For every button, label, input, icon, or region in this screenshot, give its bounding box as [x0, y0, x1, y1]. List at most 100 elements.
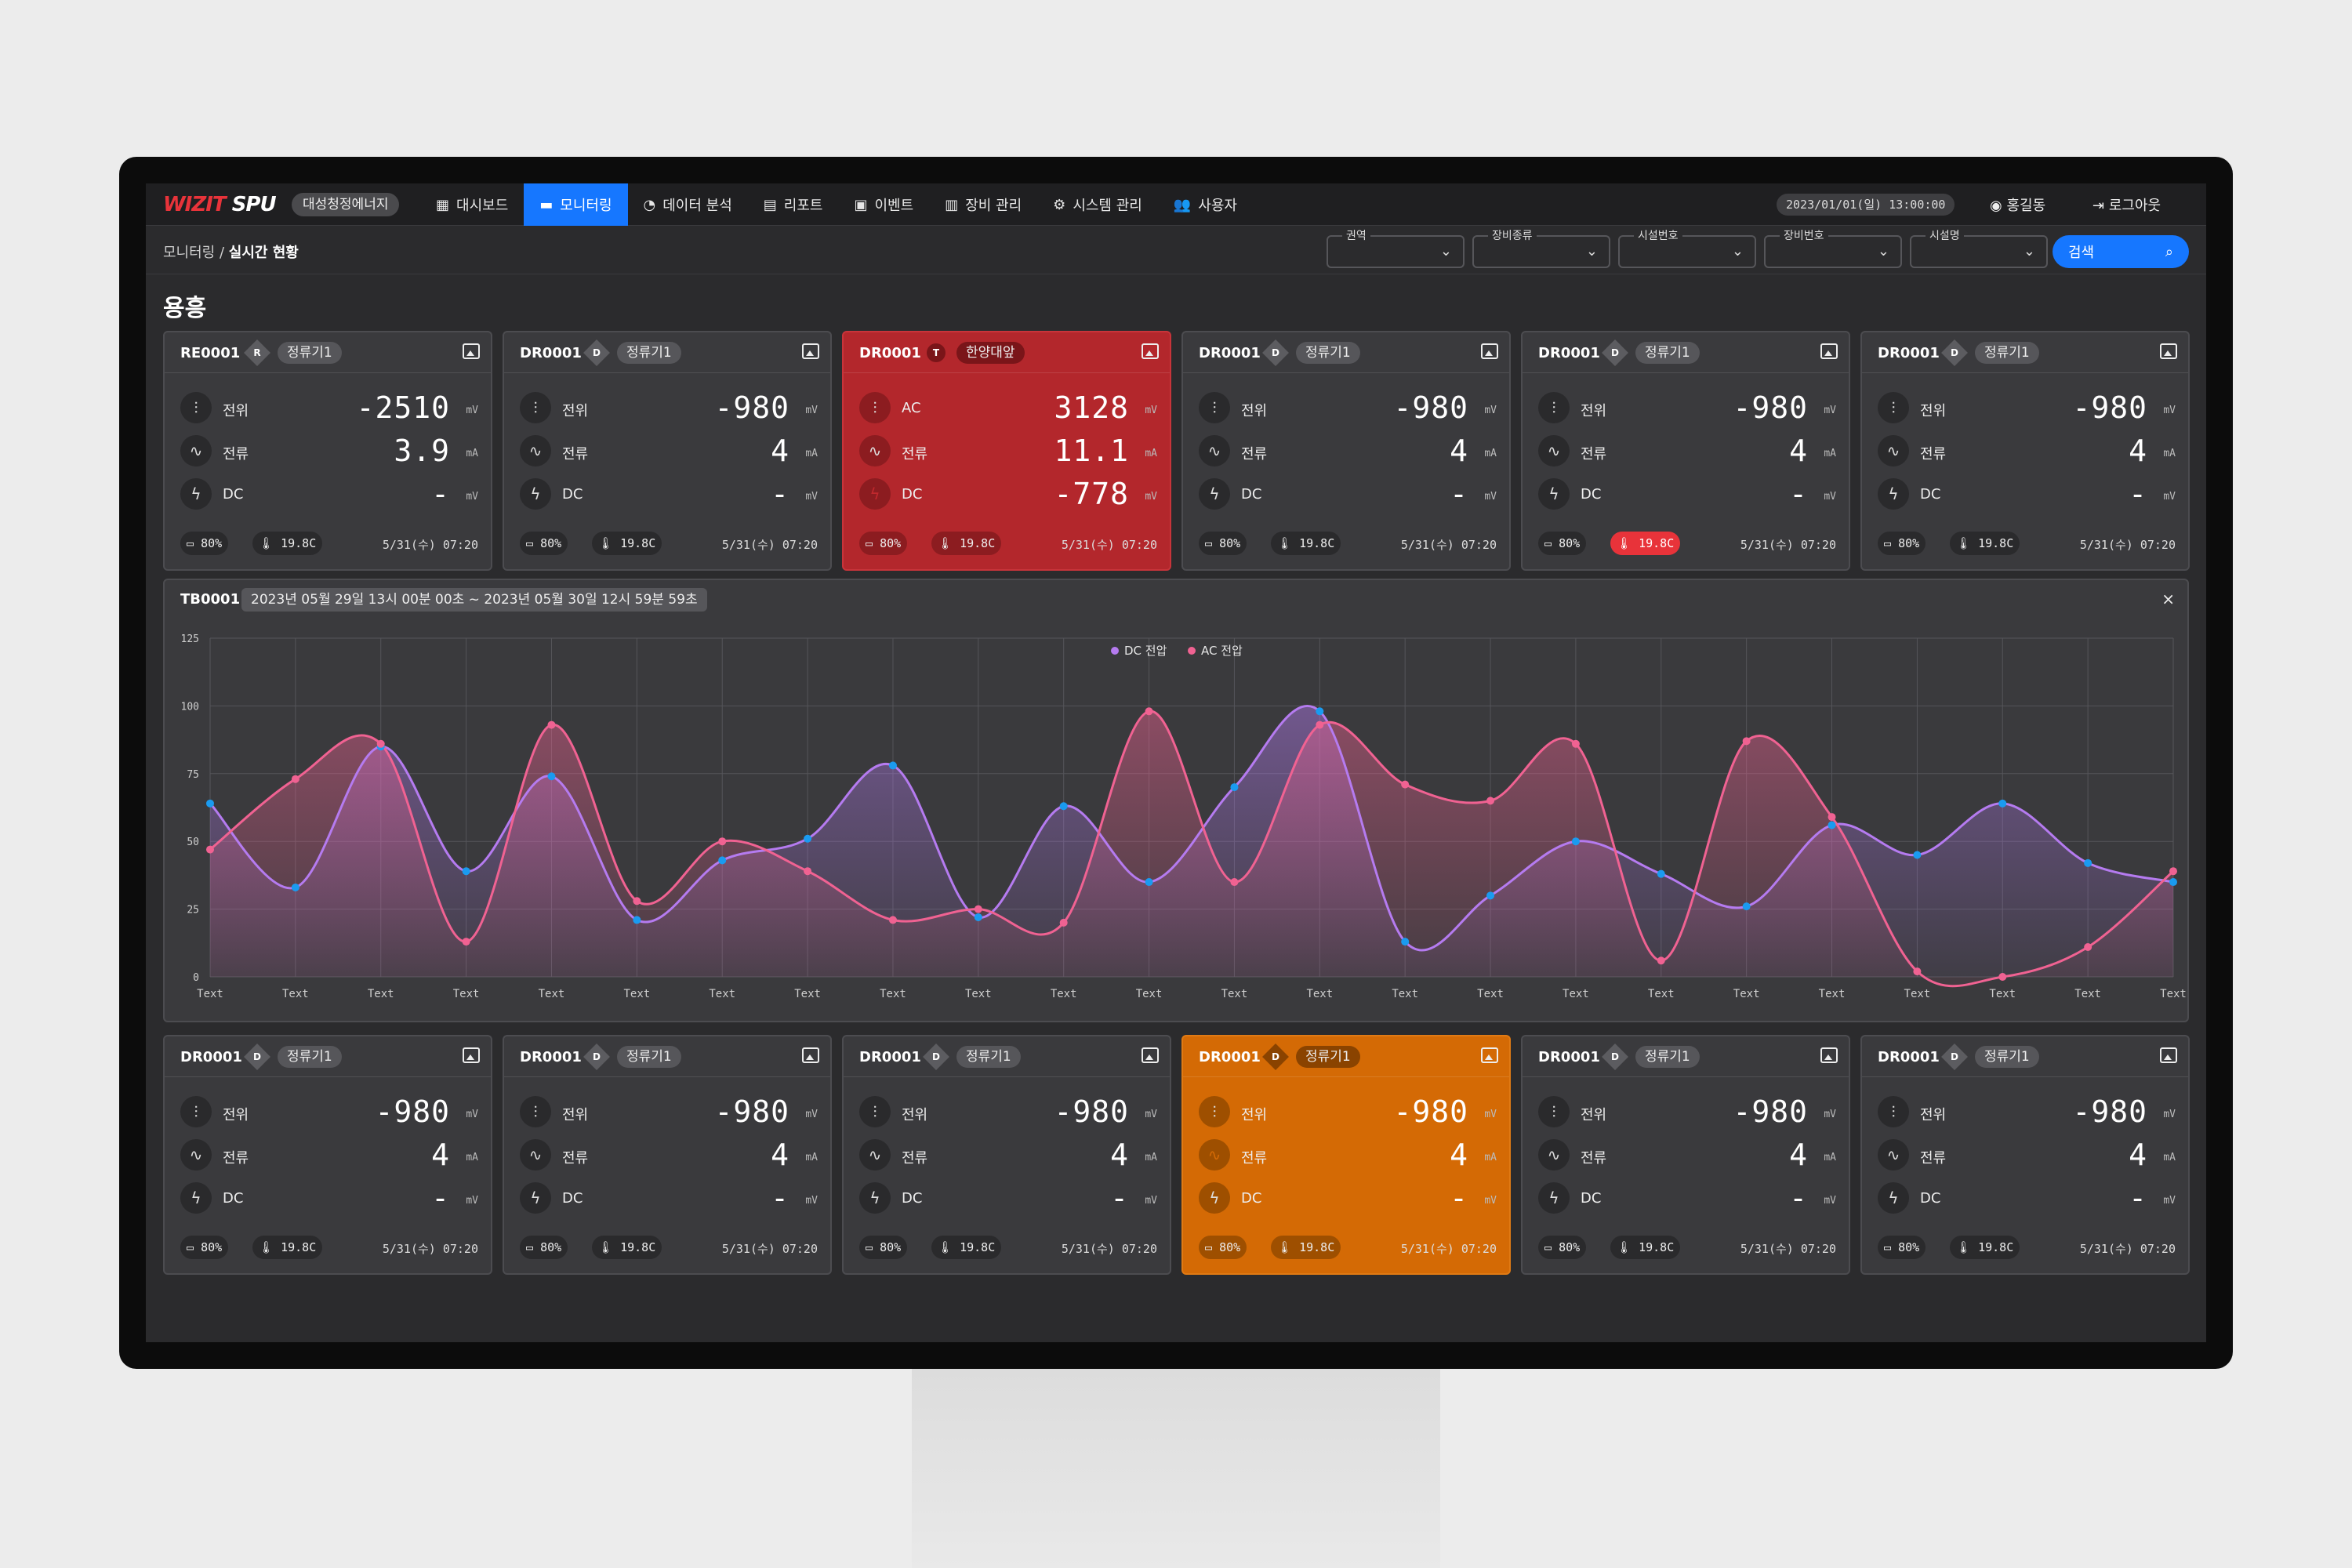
device-card[interactable]: DR0001 D 정류기1 ⫶ 전위 -980 mV ∿ 전류 4 mA ϟ DC - mV ▭ 80% 🌡 1… — [842, 1035, 1171, 1275]
data-point[interactable] — [1998, 973, 2007, 981]
measurement-unit: mA — [1145, 1152, 1157, 1163]
nav-item-6[interactable]: ⚙ 시스템 관리 — [1037, 183, 1158, 226]
logout-button[interactable]: ⇥ 로그아웃 — [2092, 198, 2161, 214]
data-point[interactable] — [1230, 783, 1239, 792]
data-point[interactable] — [1401, 938, 1410, 946]
device-card[interactable]: DR0001 D 정류기1 ⫶ 전위 -980 mV ∿ 전류 4 mA ϟ DC - mV ▭ 80% 🌡 1… — [1521, 1035, 1850, 1275]
filter-select-1[interactable]: 장비종류 ⌄ — [1472, 227, 1610, 268]
data-point[interactable] — [1230, 878, 1239, 887]
app-logo[interactable]: WIZIT SPU — [163, 193, 277, 216]
data-point[interactable] — [1316, 720, 1324, 729]
device-card[interactable]: DR0001 D 정류기1 ⫶ 전위 -980 mV ∿ 전류 4 mA ϟ DC - mV ▭ 80% 🌡 1… — [163, 1035, 492, 1275]
data-point[interactable] — [633, 916, 641, 924]
measurement-unit: mV — [1145, 1109, 1157, 1120]
data-point[interactable] — [888, 761, 897, 770]
data-point[interactable] — [1486, 891, 1495, 900]
data-point[interactable] — [633, 897, 641, 906]
device-card[interactable]: DR0001 D 정류기1 ⫶ 전위 -980 mV ∿ 전류 4 mA ϟ DC - mV ▭ 80% 🌡 1… — [1860, 1035, 2190, 1275]
data-point[interactable] — [804, 834, 812, 843]
data-point[interactable] — [1401, 780, 1410, 789]
image-icon[interactable] — [1820, 1047, 1838, 1063]
image-icon[interactable] — [2160, 343, 2177, 359]
data-point[interactable] — [462, 938, 470, 946]
nav-item-3[interactable]: ▤ 리포트 — [748, 183, 839, 226]
data-point[interactable] — [1657, 956, 1665, 965]
data-point[interactable] — [462, 867, 470, 876]
filter-select-2[interactable]: 시설번호 ⌄ — [1618, 227, 1756, 268]
data-point[interactable] — [206, 845, 214, 854]
waveform-icon: ⫶ — [180, 392, 212, 423]
data-point[interactable] — [206, 799, 214, 808]
data-point[interactable] — [718, 856, 727, 865]
data-point[interactable] — [1828, 813, 1836, 822]
nav-item-4[interactable]: ▣ 이벤트 — [838, 183, 929, 226]
data-point[interactable] — [291, 883, 299, 891]
device-card[interactable]: DR0001 D 정류기1 ⫶ 전위 -980 mV ∿ 전류 4 mA ϟ DC - mV ▭ 80% 🌡 1… — [503, 1035, 832, 1275]
battery-badge: ▭ 80% — [180, 1236, 229, 1259]
data-point[interactable] — [1913, 967, 1922, 976]
nav-item-7[interactable]: 👥 사용자 — [1158, 183, 1253, 226]
data-point[interactable] — [1316, 707, 1324, 716]
data-point[interactable] — [888, 916, 897, 924]
image-icon[interactable] — [463, 343, 480, 359]
nav-item-5[interactable]: ▥ 장비 관리 — [929, 183, 1037, 226]
nav-item-2[interactable]: ◔ 데이터 분석 — [628, 183, 748, 226]
image-icon[interactable] — [1481, 1047, 1498, 1063]
device-card[interactable]: DR0001 T 한양대앞 ⫶ AC 3128 mV ∿ 전류 11.1 mA ϟ DC -778 mV ▭ … — [842, 331, 1171, 571]
measurement-row: ϟ DC - mV — [520, 1181, 818, 1215]
data-point[interactable] — [1913, 851, 1922, 859]
data-point[interactable] — [1657, 869, 1665, 878]
filter-select-3[interactable]: 장비번호 ⌄ — [1764, 227, 1902, 268]
breadcrumb-parent[interactable]: 모니터링 — [163, 245, 216, 261]
chart-close-button[interactable]: × — [2161, 590, 2175, 608]
data-point[interactable] — [1742, 902, 1751, 911]
device-card[interactable]: DR0001 D 정류기1 ⫶ 전위 -980 mV ∿ 전류 4 mA ϟ DC - mV ▭ 80% 🌡 1… — [503, 331, 832, 571]
nav-item-0[interactable]: ▦ 대시보드 — [420, 183, 524, 226]
device-card[interactable]: DR0001 D 정류기1 ⫶ 전위 -980 mV ∿ 전류 4 mA ϟ DC - mV ▭ 80% 🌡 1… — [1181, 331, 1511, 571]
data-point[interactable] — [2169, 878, 2177, 887]
data-point[interactable] — [2084, 858, 2092, 867]
data-point[interactable] — [376, 739, 385, 748]
nav-item-1[interactable]: ▬ 모니터링 — [524, 183, 628, 226]
image-icon[interactable] — [2160, 1047, 2177, 1063]
image-icon[interactable] — [1481, 343, 1498, 359]
data-point[interactable] — [547, 772, 556, 781]
image-icon[interactable] — [463, 1047, 480, 1063]
data-point[interactable] — [1998, 799, 2007, 808]
chart-date-range[interactable]: 2023년 05월 29일 13시 00분 00초 ~ 2023년 05월 30… — [241, 588, 707, 612]
data-point[interactable] — [1059, 918, 1068, 927]
data-point[interactable] — [2169, 867, 2177, 876]
device-card[interactable]: DR0001 D 정류기1 ⫶ 전위 -980 mV ∿ 전류 4 mA ϟ DC - mV ▭ 80% 🌡 1… — [1860, 331, 2190, 571]
data-point[interactable] — [1571, 837, 1580, 846]
search-button[interactable]: 검색 ⌕ — [2053, 235, 2189, 268]
y-tick-label: 100 — [181, 701, 199, 713]
data-point[interactable] — [1742, 737, 1751, 746]
device-card[interactable]: DR0001 D 정류기1 ⫶ 전위 -980 mV ∿ 전류 4 mA ϟ DC - mV ▭ 80% 🌡 1… — [1521, 331, 1850, 571]
data-point[interactable] — [1486, 797, 1495, 805]
data-point[interactable] — [804, 867, 812, 876]
data-point[interactable] — [1059, 802, 1068, 811]
image-icon[interactable] — [802, 343, 819, 359]
data-point[interactable] — [974, 905, 982, 913]
user-menu[interactable]: ◉ 홍길동 — [1990, 194, 2045, 215]
data-point[interactable] — [1145, 707, 1153, 716]
device-type-letter: D — [253, 1051, 261, 1062]
image-icon[interactable] — [1142, 1047, 1159, 1063]
data-point[interactable] — [547, 720, 556, 729]
data-point[interactable] — [1571, 739, 1580, 748]
filter-select-0[interactable]: 권역 ⌄ — [1327, 227, 1465, 268]
device-card[interactable]: DR0001 D 정류기1 ⫶ 전위 -980 mV ∿ 전류 4 mA ϟ DC - mV ▭ 80% 🌡 1… — [1181, 1035, 1511, 1275]
pulse-icon: ∿ — [1878, 435, 1909, 466]
image-icon[interactable] — [802, 1047, 819, 1063]
device-card[interactable]: RE0001 R 정류기1 ⫶ 전위 -2510 mV ∿ 전류 3.9 mA ϟ DC - mV ▭ 80%… — [163, 331, 492, 571]
data-point[interactable] — [1828, 821, 1836, 829]
data-point[interactable] — [718, 837, 727, 846]
data-point[interactable] — [974, 913, 982, 921]
image-icon[interactable] — [1142, 343, 1159, 359]
filter-select-4[interactable]: 시설명 ⌄ — [1910, 227, 2048, 268]
data-point[interactable] — [2084, 942, 2092, 951]
data-point[interactable] — [291, 775, 299, 783]
data-point[interactable] — [1145, 878, 1153, 887]
image-icon[interactable] — [1820, 343, 1838, 359]
last-updated-time: 5/31(수) 07:20 — [721, 1242, 818, 1256]
